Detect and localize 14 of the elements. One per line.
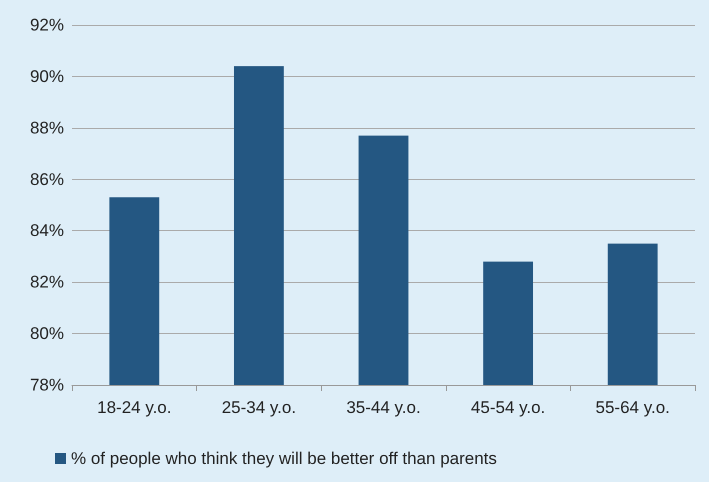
x-tick-label: 25-34 y.o. [222, 398, 296, 417]
x-tick-label: 18-24 y.o. [97, 398, 172, 417]
y-tick-label: 92% [30, 16, 64, 34]
y-tick-label: 84% [30, 221, 64, 240]
legend-label: % of people who think they will be better off than parents [71, 449, 497, 468]
y-tick-label: 82% [30, 272, 64, 292]
y-tick-label: 78% [30, 376, 64, 394]
y-tick-label: 90% [30, 66, 64, 86]
y-tick-label: 86% [30, 170, 64, 189]
x-tick-label: 55-64 y.o. [596, 398, 670, 417]
x-tick-label: 45-54 y.o. [470, 398, 546, 417]
y-tick-label: 88% [30, 118, 64, 138]
x-tick-label: 35-44 y.o. [346, 398, 421, 417]
y-tick-label: 80% [30, 324, 64, 344]
